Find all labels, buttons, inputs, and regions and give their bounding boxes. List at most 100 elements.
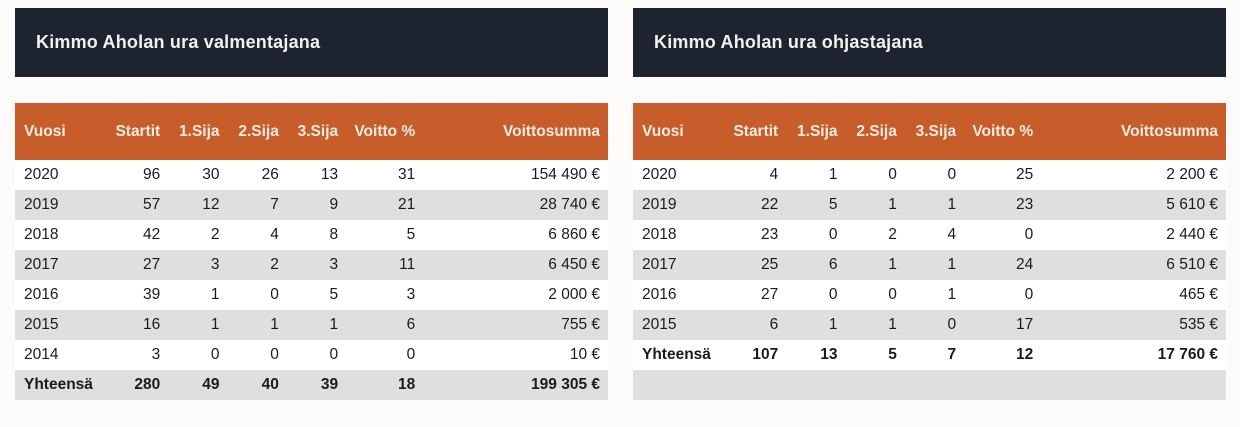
cell: 4 xyxy=(947,226,957,243)
driver-career-table-panel: Kimmo Aholan ura ohjastajana Vuosi Starti… xyxy=(633,8,1226,400)
infographic: Kimmo Aholan ura valmentajana Vuosi Start… xyxy=(15,8,1226,400)
header-row: Vuosi Startit 1.Sija 2.Sija 3.Sija Voitto % Vo… xyxy=(633,103,1226,160)
cell: 1 xyxy=(947,196,957,213)
cell: 16 xyxy=(142,316,161,333)
table-row: 2018 42 2 4 8 5 6 860 € xyxy=(15,220,608,250)
cell: 1 xyxy=(947,256,957,273)
column-header: Startit xyxy=(103,103,164,160)
cell: 2018 xyxy=(24,226,59,243)
table-row: 2015 16 1 1 1 6 755 € xyxy=(15,310,608,340)
cell: 25 xyxy=(760,256,779,273)
cell: 154 490 € xyxy=(531,166,600,183)
cell: 17 xyxy=(1015,316,1034,333)
cell: 1 xyxy=(888,316,897,333)
panel-title-bar: Kimmo Aholan ura valmentajana xyxy=(15,8,608,77)
cell xyxy=(1036,370,1226,400)
cell: 3 xyxy=(329,256,339,273)
cell: 27 xyxy=(760,286,779,303)
cell: 465 € xyxy=(1179,286,1218,303)
cell: 12 xyxy=(1015,346,1034,363)
cell: Yhteensä xyxy=(642,346,711,363)
header-row: Vuosi Startit 1.Sija 2.Sija 3.Sija Voitto % Vo… xyxy=(15,103,608,160)
cell: 6 xyxy=(828,256,838,273)
cell: 6 510 € xyxy=(1166,256,1218,273)
cell: 2 xyxy=(270,256,279,273)
cell: 0 xyxy=(1024,226,1034,243)
table-row: 2020 96 30 26 13 31 154 490 € xyxy=(15,160,608,190)
cell: 1 xyxy=(828,316,838,333)
table-row: 2019 22 5 1 1 23 5 610 € xyxy=(633,190,1226,220)
table-title: Kimmo Aholan ura ohjastajana xyxy=(654,32,923,52)
cell: 2014 xyxy=(24,346,59,363)
cell: 18 xyxy=(397,376,416,393)
total-row: Yhteensä 280 49 40 39 18 199 305 € xyxy=(15,370,608,400)
column-header: 2.Sija xyxy=(840,103,900,160)
cell: 2 xyxy=(888,226,897,243)
cell: 8 xyxy=(329,226,339,243)
cell: 0 xyxy=(888,166,897,183)
cell: 27 xyxy=(142,256,161,273)
cell: 1 xyxy=(888,196,897,213)
cell: 0 xyxy=(210,346,220,363)
cell xyxy=(841,370,900,400)
table-row: 2019 57 12 7 9 21 28 740 € xyxy=(15,190,608,220)
table-body: 2020 96 30 26 13 31 154 490 €2019 57 12 7 9 21 28 74… xyxy=(15,160,608,400)
cell xyxy=(959,370,1036,400)
column-header: Vuosi xyxy=(633,103,722,160)
cell: 0 xyxy=(947,166,957,183)
column-header: 3.Sija xyxy=(899,103,960,160)
cell: 2 440 € xyxy=(1166,226,1218,243)
driver-career-table: Vuosi Startit 1.Sija 2.Sija 3.Sija Voitto % Vo… xyxy=(633,103,1226,400)
cell: 11 xyxy=(399,256,416,273)
column-header: 2.Sija xyxy=(222,103,282,160)
cell: 23 xyxy=(1015,196,1034,213)
column-header: Vuosi xyxy=(15,103,104,160)
cell: 96 xyxy=(142,166,161,183)
cell: 4 xyxy=(270,226,279,243)
cell: 755 € xyxy=(561,316,600,333)
cell: 3 xyxy=(210,256,220,273)
cell xyxy=(722,370,781,400)
cell: 2019 xyxy=(642,196,677,213)
column-header: Startit xyxy=(721,103,782,160)
cell: 2 000 € xyxy=(548,286,600,303)
cell: 1 xyxy=(270,316,279,333)
table-header: Vuosi Startit 1.Sija 2.Sija 3.Sija Voitto % Vo… xyxy=(633,103,1226,160)
table-body: 2020 4 1 0 0 25 2 200 €2019 22 5 1 1 23 5 610 €2018 2… xyxy=(633,160,1226,400)
cell: 0 xyxy=(270,346,279,363)
cell: 6 860 € xyxy=(548,226,600,243)
cell: 25 xyxy=(1015,166,1034,183)
column-header: 1.Sija xyxy=(781,103,841,160)
table-row: 2014 3 0 0 0 0 10 € xyxy=(15,340,608,370)
column-header: Voitto % xyxy=(959,103,1037,160)
cell: 2020 xyxy=(642,166,677,183)
cell: 1 xyxy=(329,316,339,333)
cell: 40 xyxy=(261,376,279,393)
cell: 1 xyxy=(947,286,957,303)
cell: 17 760 € xyxy=(1157,346,1218,363)
cell: 2015 xyxy=(24,316,59,333)
cell: 6 xyxy=(406,316,416,333)
cell: 0 xyxy=(828,286,838,303)
cell: 1 xyxy=(210,316,220,333)
table-row: 2016 27 0 0 1 0 465 € xyxy=(633,280,1226,310)
cell: 22 xyxy=(760,196,779,213)
cell: 2017 xyxy=(24,256,59,273)
cell: 1 xyxy=(210,286,220,303)
cell: 535 € xyxy=(1179,316,1218,333)
cell: 5 610 € xyxy=(1166,196,1218,213)
cell: 5 xyxy=(329,286,339,303)
cell: 2017 xyxy=(642,256,677,273)
table-row: 2017 27 3 2 3 11 6 450 € xyxy=(15,250,608,280)
column-header: Voittosumma xyxy=(1036,103,1226,160)
cell: 0 xyxy=(1024,286,1034,303)
cell: 0 xyxy=(406,346,416,363)
cell: 28 740 € xyxy=(539,196,600,213)
table-row: 2018 23 0 2 4 0 2 440 € xyxy=(633,220,1226,250)
trainer-career-table-panel: Kimmo Aholan ura valmentajana Vuosi Start… xyxy=(15,8,608,400)
cell: 0 xyxy=(828,226,838,243)
table-header: Vuosi Startit 1.Sija 2.Sija 3.Sija Voitto % Vo… xyxy=(15,103,608,160)
cell: 7 xyxy=(270,196,279,213)
cell: 13 xyxy=(320,166,339,183)
cell: 2 200 € xyxy=(1166,166,1218,183)
